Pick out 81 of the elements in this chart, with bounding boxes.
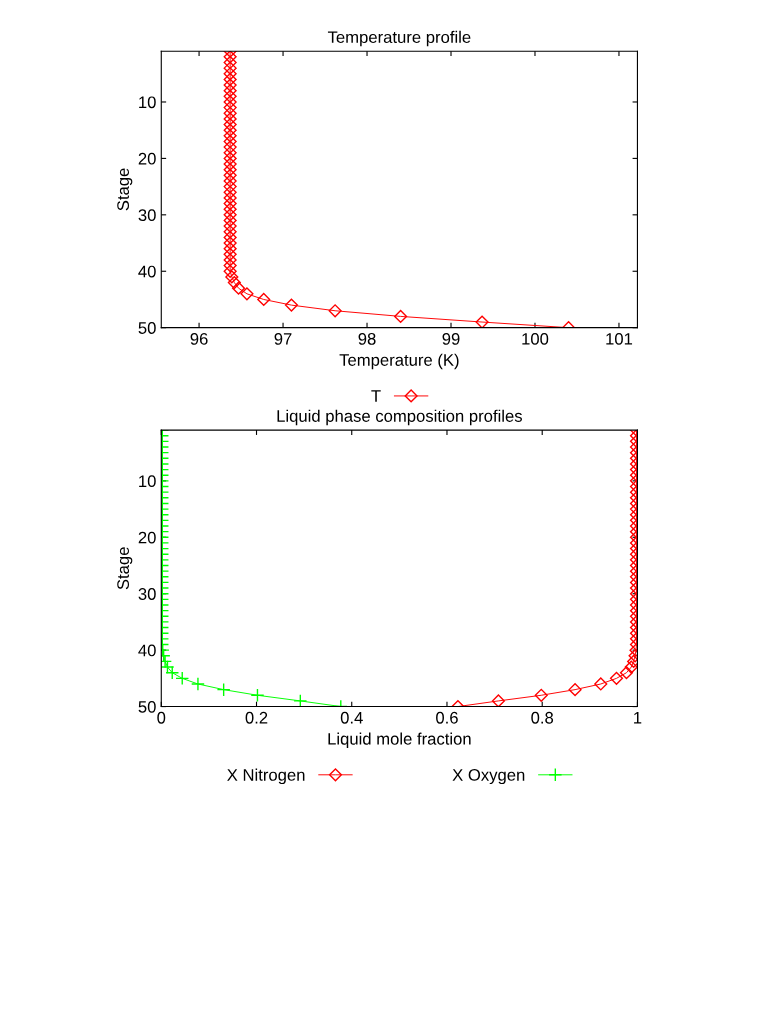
point	[223, 101, 237, 115]
x-axis-title: Temperature (K)	[339, 353, 459, 370]
y-tick-label: 20	[138, 531, 156, 544]
y-tick-label: 50	[138, 700, 156, 713]
point	[223, 117, 237, 132]
point	[223, 106, 237, 120]
y-tick-label: 40	[138, 265, 156, 278]
point	[225, 270, 239, 284]
point	[223, 191, 237, 205]
point	[223, 202, 237, 216]
point	[394, 309, 408, 323]
point	[223, 78, 237, 92]
point	[628, 649, 638, 663]
point	[223, 242, 237, 256]
chart-title: Temperature profile	[327, 30, 471, 47]
point	[223, 140, 237, 154]
legend-label: T	[371, 390, 381, 402]
x-tick-label: 100	[522, 332, 549, 345]
x-tick-label: 98	[358, 332, 376, 345]
x-tick-label: 1	[634, 712, 642, 724]
y-tick-label: 30	[138, 588, 156, 600]
point	[223, 123, 237, 137]
y-tick-label: 10	[139, 96, 156, 109]
point	[223, 72, 237, 86]
point	[223, 219, 237, 233]
point	[328, 304, 342, 318]
point	[223, 174, 237, 188]
point	[223, 95, 237, 109]
chart-title: Liquid phase composition profiles	[277, 409, 522, 426]
x-tick-label: 96	[190, 332, 208, 345]
y-axis-title: Stage	[117, 547, 133, 590]
point	[223, 61, 237, 75]
point	[223, 208, 237, 222]
x-tick-label: 101	[606, 332, 633, 345]
point	[223, 151, 237, 165]
point	[223, 213, 237, 228]
point	[223, 157, 237, 171]
point	[223, 89, 237, 103]
point	[223, 230, 237, 244]
x-tick-label: 97	[274, 332, 292, 345]
x-tick-label: 0.8	[531, 711, 554, 724]
point	[223, 253, 237, 267]
point	[240, 287, 254, 301]
point	[223, 146, 237, 160]
x-axis-title: Liquid mole fraction	[328, 732, 471, 749]
legend-label: X Oxygen	[452, 769, 525, 785]
point	[223, 264, 237, 278]
point	[223, 185, 237, 199]
point	[223, 129, 237, 143]
point	[223, 112, 237, 126]
x-tick-label: 0	[157, 711, 166, 724]
point	[223, 247, 237, 261]
x-tick-label: 0.2	[245, 711, 268, 724]
point	[227, 275, 241, 290]
point	[223, 84, 237, 98]
point	[223, 163, 237, 177]
y-tick-label: 50	[138, 322, 156, 334]
point	[223, 168, 237, 182]
y-tick-label: 30	[138, 209, 156, 222]
y-tick-label: 10	[139, 475, 156, 488]
point	[223, 55, 237, 70]
x-tick-label: 99	[442, 332, 460, 345]
point	[223, 180, 237, 194]
point	[284, 298, 299, 312]
point	[223, 236, 237, 250]
y-axis-title: Stage	[117, 168, 133, 211]
y-tick-label: 40	[138, 644, 156, 657]
point	[475, 315, 489, 328]
point	[627, 654, 638, 669]
point	[223, 67, 237, 81]
point	[257, 292, 271, 307]
point	[223, 225, 237, 239]
y-tick-label: 20	[138, 152, 156, 165]
point	[223, 134, 237, 149]
x-tick-label: 0.6	[436, 711, 458, 724]
x-tick-label: 0.4	[340, 711, 363, 724]
point	[223, 51, 237, 64]
point	[223, 196, 237, 211]
legend-label: X Nitrogen	[227, 768, 305, 785]
point	[223, 259, 237, 273]
point	[231, 281, 246, 295]
